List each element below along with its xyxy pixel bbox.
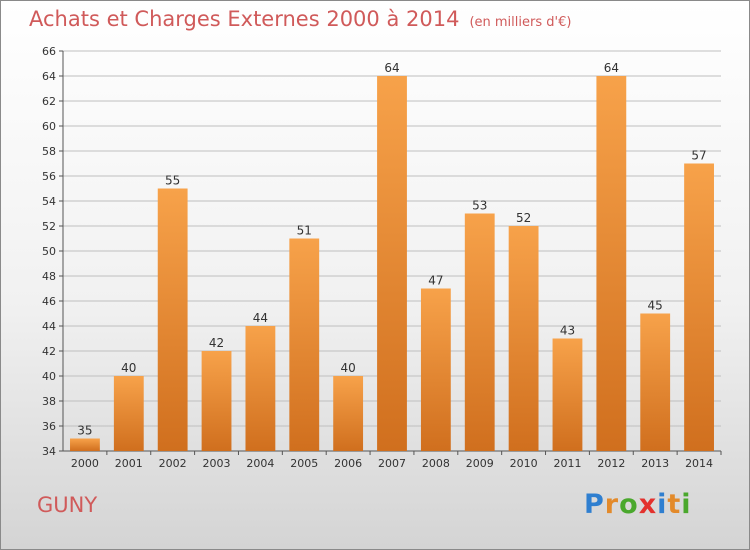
x-tick-label: 2008 (422, 457, 450, 470)
logo-letter: o (619, 489, 639, 520)
value-label: 44 (253, 311, 268, 325)
bar-2012 (596, 76, 627, 451)
logo-letter: P (584, 489, 605, 520)
value-label: 40 (340, 361, 355, 375)
value-label: 55 (165, 174, 180, 188)
bars (70, 76, 714, 451)
value-label: 43 (560, 324, 575, 338)
chart-title-block: Achats et Charges Externes 2000 à 2014 (e… (29, 7, 571, 31)
proxiti-logo: Proxiti (584, 489, 692, 520)
y-tick-label: 52 (42, 220, 56, 233)
y-tick-label: 44 (42, 320, 56, 333)
x-tick-label: 2005 (290, 457, 318, 470)
x-tick-label: 2003 (203, 457, 231, 470)
value-label: 35 (77, 424, 92, 438)
x-tick-label: 2014 (685, 457, 713, 470)
bar-2003 (201, 351, 232, 451)
logo-letter: x (638, 489, 658, 520)
y-tick-label: 62 (42, 95, 56, 108)
bar-2006 (333, 376, 364, 451)
bar-2008 (420, 288, 451, 451)
y-tick-label: 46 (42, 295, 56, 308)
bar-2004 (245, 326, 276, 451)
x-tick-label: 2010 (510, 457, 538, 470)
x-tick-labels: 2000 2001 2002 2003 2004 2005 2006 2007 2008 2009… (71, 451, 722, 470)
value-labels: 35 40 55 42 44 51 40 64 47 53 52 43 64 45 57 (77, 61, 706, 438)
y-tick-label: 48 (42, 270, 56, 283)
y-tick-label: 34 (42, 445, 56, 458)
logo-letter: i (681, 489, 692, 520)
bar-2002 (157, 188, 188, 451)
chart-subtitle: (en milliers d'€) (469, 15, 572, 30)
value-label: 53 (472, 199, 487, 213)
x-tick-label: 2004 (246, 457, 274, 470)
y-tick-label: 54 (42, 195, 56, 208)
value-label: 47 (428, 274, 443, 288)
logo-letter: r (604, 489, 620, 520)
value-label: 57 (691, 149, 706, 163)
value-label: 51 (297, 224, 312, 238)
bar-2013 (640, 313, 671, 451)
logo-letter: i (657, 489, 668, 520)
y-tick-label: 40 (42, 370, 56, 383)
y-tick-label: 66 (42, 45, 56, 58)
value-label: 42 (209, 336, 224, 350)
value-label: 52 (516, 211, 531, 225)
y-tick-label: 56 (42, 170, 56, 183)
y-tick-label: 60 (42, 120, 56, 133)
value-label: 64 (604, 61, 619, 75)
y-tick-label: 36 (42, 420, 56, 433)
logo-letter: t (667, 489, 682, 520)
x-tick-label: 2007 (378, 457, 406, 470)
bar-2009 (464, 213, 495, 451)
y-tick-label: 42 (42, 345, 56, 358)
town-name: GUNY (37, 493, 98, 517)
y-tick-label: 38 (42, 395, 56, 408)
chart-title: Achats et Charges Externes 2000 à 2014 (29, 7, 460, 31)
bar-2007 (377, 76, 407, 451)
bar-2011 (552, 338, 583, 451)
y-tick-label: 58 (42, 145, 56, 158)
x-tick-label: 2009 (466, 457, 494, 470)
bar-2014 (684, 163, 714, 451)
value-label: 40 (121, 361, 136, 375)
y-tick-label: 50 (42, 245, 56, 258)
x-tick-label: 2000 (71, 457, 99, 470)
x-tick-label: 2006 (334, 457, 362, 470)
bar-2001 (113, 376, 144, 451)
x-tick-label: 2013 (641, 457, 669, 470)
bar-2010 (508, 226, 539, 451)
bar-2000 (70, 438, 100, 451)
value-label: 64 (384, 61, 399, 75)
value-label: 45 (648, 299, 663, 313)
bar-2005 (289, 238, 320, 451)
y-tick-label: 64 (42, 70, 56, 83)
x-tick-label: 2012 (597, 457, 625, 470)
x-tick-label: 2011 (553, 457, 581, 470)
x-tick-label: 2002 (159, 457, 187, 470)
x-tick-label: 2001 (115, 457, 143, 470)
y-tick-labels: 34 36 38 40 42 44 46 48 50 52 54 56 58 60 62 64 66 (42, 45, 56, 458)
